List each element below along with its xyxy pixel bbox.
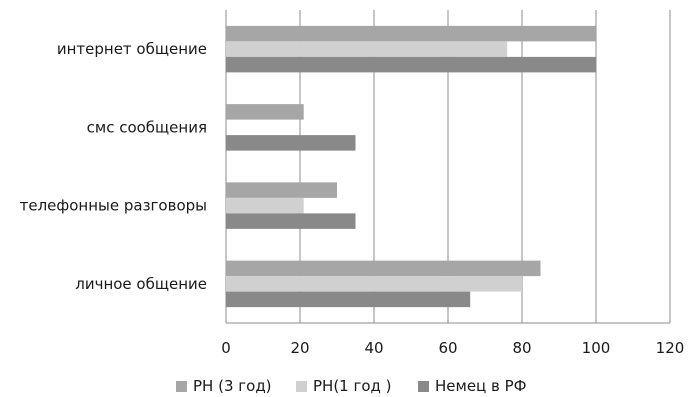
legend-item: Немец в РФ bbox=[418, 377, 527, 395]
bar-1-0 bbox=[226, 104, 304, 120]
bar-0-0 bbox=[226, 25, 596, 42]
legend-swatch bbox=[418, 381, 429, 392]
x-axis-tick-labels: 0 20 40 60 80 100 120 bbox=[221, 339, 684, 357]
bars bbox=[226, 25, 596, 308]
bar-0-2 bbox=[226, 56, 596, 73]
x-tick-label: 100 bbox=[582, 339, 611, 357]
bar-1-2 bbox=[226, 135, 356, 151]
category-label: смс сообщения bbox=[87, 118, 207, 136]
x-tick-label: 80 bbox=[512, 339, 531, 357]
bar-2-0 bbox=[226, 182, 337, 198]
x-tick-label: 0 bbox=[221, 339, 231, 357]
bar-3-1 bbox=[226, 276, 522, 292]
legend-label: РН (3 год) bbox=[193, 377, 272, 395]
legend-swatch bbox=[296, 381, 307, 392]
x-tick-label: 60 bbox=[438, 339, 457, 357]
legend-swatch bbox=[176, 381, 187, 392]
legend-label: Немец в РФ bbox=[435, 377, 527, 395]
bar-0-1 bbox=[226, 41, 508, 57]
x-tick-label: 40 bbox=[364, 339, 383, 357]
category-label: телефонные разговоры bbox=[20, 197, 207, 215]
legend-label: РН(1 год ) bbox=[313, 377, 392, 395]
legend-item: РН(1 год ) bbox=[296, 377, 392, 395]
bar-2-1 bbox=[226, 197, 304, 214]
legend-item: РН (3 год) bbox=[176, 377, 272, 395]
bar-3-0 bbox=[226, 260, 541, 277]
x-tick-label: 120 bbox=[656, 339, 685, 357]
bar-3-2 bbox=[226, 291, 471, 308]
bar-2-2 bbox=[226, 213, 356, 229]
category-labels: интернет общение смс сообщения телефонные … bbox=[20, 40, 207, 293]
x-tick-label: 20 bbox=[290, 339, 309, 357]
category-label: личное общение bbox=[75, 275, 207, 293]
category-label: интернет общение bbox=[57, 40, 207, 58]
legend: РН (3 год) РН(1 год ) Немец в РФ bbox=[176, 377, 527, 395]
